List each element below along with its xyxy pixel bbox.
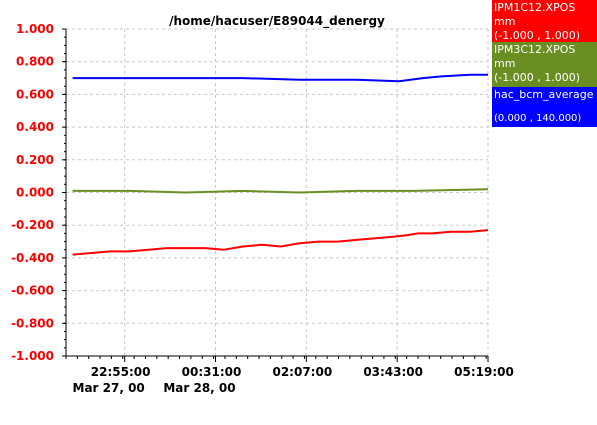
legend-series-name: IPM1C12.XPOS xyxy=(494,1,576,14)
legend-series-name: IPM3C12.XPOS xyxy=(494,43,576,56)
chart-title: /home/hacuser/E89044_denergy xyxy=(169,14,385,29)
legend-series-units: mm xyxy=(494,57,516,70)
legend-ipm3c12-xpos: IPM3C12.XPOS mm (-1.000 , 1.000) xyxy=(492,42,597,87)
series-line-ipm3c12-xpos xyxy=(72,188,489,194)
y-tick-label: -0.200 xyxy=(11,218,54,232)
x-tick-label: 00:31:00 xyxy=(182,365,242,379)
x-tick-label: 22:55:00 xyxy=(91,365,151,379)
x-tick-labels: 22:55:00 Mar 27, 00 00:31:00 Mar 28, 00 02:0… xyxy=(73,365,514,395)
series-line-ipm1c12-xpos xyxy=(72,229,489,256)
y-tick-labels: 1.000 0.800 0.600 0.400 0.200 0.000 -0.200 -0.4… xyxy=(11,22,54,363)
y-tick-label: -0.800 xyxy=(11,316,54,330)
y-tick-label: -1.000 xyxy=(11,349,54,363)
y-tick-label: 0.400 xyxy=(16,120,54,134)
legend-series-range: (-1.000 , 1.000) xyxy=(494,29,581,42)
series-layer xyxy=(72,73,489,256)
x-tick-date: Mar 28, 00 xyxy=(163,381,235,395)
x-tick-date: Mar 27, 00 xyxy=(73,381,145,395)
legend-series-units: mm xyxy=(494,15,516,28)
x-tick-label: 03:43:00 xyxy=(363,365,423,379)
axes xyxy=(62,28,489,362)
x-tick-label: 05:19:00 xyxy=(454,365,514,379)
x-tick-label: 02:07:00 xyxy=(272,365,332,379)
y-tick-label: -0.600 xyxy=(11,284,54,298)
y-tick-label: 0.800 xyxy=(16,55,54,69)
series-line-hac-bcm-average xyxy=(72,73,488,83)
legend-series-range: (-1.000 , 1.000) xyxy=(494,71,581,84)
y-tick-label: 1.000 xyxy=(16,22,54,36)
legend-series-name: hac_bcm_average xyxy=(494,88,594,101)
legend-hac-bcm-average: hac_bcm_average (0.000 , 140.000) xyxy=(492,87,597,127)
legend-series-range: (0.000 , 140.000) xyxy=(494,113,582,124)
y-tick-label: 0.200 xyxy=(16,153,54,167)
y-tick-label: 0.600 xyxy=(16,87,54,101)
y-tick-label: 0.000 xyxy=(16,186,54,200)
y-tick-label: -0.400 xyxy=(11,251,54,265)
